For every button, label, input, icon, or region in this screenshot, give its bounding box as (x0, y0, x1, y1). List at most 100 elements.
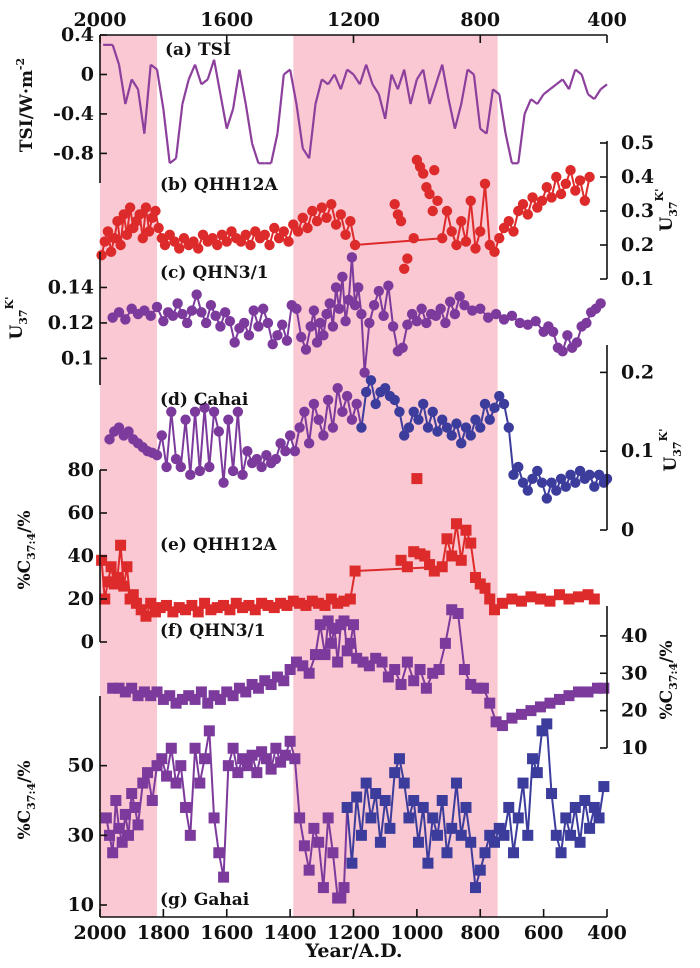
data-point (229, 337, 240, 348)
data-point (349, 565, 361, 577)
data-point (294, 597, 306, 609)
series-segment (151, 765, 159, 801)
data-point (553, 693, 565, 705)
data-point (129, 801, 141, 813)
data-point (303, 438, 315, 449)
data-point (444, 296, 456, 307)
data-point (208, 690, 220, 702)
data-point (109, 233, 120, 244)
data-point (489, 604, 501, 616)
y-tick-label-e-1: 20 (68, 588, 94, 610)
data-point (127, 589, 139, 601)
series-segment (593, 88, 602, 100)
data-point (522, 485, 533, 496)
data-point (281, 599, 293, 611)
data-point (414, 664, 426, 676)
data-point (237, 469, 248, 481)
data-point (232, 406, 244, 417)
data-point (205, 604, 217, 616)
data-point (99, 236, 110, 247)
data-point (132, 690, 144, 702)
data-point (240, 229, 251, 240)
data-point (208, 406, 220, 417)
data-point (181, 317, 193, 329)
series-segment (441, 64, 450, 100)
y-tick-label-a-0: 0.4 (61, 24, 94, 46)
data-point (551, 171, 562, 183)
data-point (494, 390, 505, 402)
y-axis-title-sup-d: K' (657, 428, 670, 441)
data-point (546, 477, 557, 488)
data-point (96, 554, 108, 566)
data-point (456, 216, 467, 227)
data-point (170, 697, 182, 709)
series-segment (322, 817, 330, 888)
data-point (142, 767, 154, 779)
data-point (418, 168, 429, 179)
data-point (284, 430, 296, 441)
data-point (317, 882, 329, 894)
data-point (493, 822, 505, 834)
data-point (356, 308, 367, 320)
data-point (551, 485, 562, 496)
series-segment (165, 411, 173, 468)
data-point (408, 546, 420, 558)
data-point (126, 788, 138, 800)
series-segment (560, 817, 567, 853)
data-point (104, 829, 116, 841)
data-point (314, 619, 326, 631)
series-segment (567, 69, 577, 90)
data-point (292, 226, 304, 237)
series-segment (444, 609, 453, 644)
data-point (574, 465, 586, 477)
series-segment (536, 730, 544, 773)
data-point (393, 753, 405, 765)
data-point (328, 622, 340, 634)
series-segment (523, 98, 532, 115)
y-axis-title-g: %C37:4/% (15, 760, 38, 839)
series-segment (270, 133, 279, 164)
data-point (326, 199, 337, 210)
series-segment (314, 79, 323, 105)
data-point (119, 686, 131, 698)
y-axis-title-sub-f: 37:4 (667, 662, 680, 689)
data-point (562, 330, 573, 341)
data-point (264, 239, 275, 251)
data-point (245, 239, 256, 251)
data-point (389, 199, 400, 210)
data-point (124, 202, 136, 213)
data-point (515, 595, 527, 607)
data-point (313, 836, 325, 848)
data-point (242, 446, 253, 457)
series-segment (232, 411, 239, 471)
series-segment (580, 74, 590, 95)
data-point (279, 749, 291, 761)
data-point (560, 812, 572, 824)
data-point (569, 801, 581, 813)
y-axis-title-sup-a: -2 (14, 58, 27, 70)
series-segment (360, 391, 368, 428)
series-segment (130, 78, 139, 90)
data-point (189, 742, 201, 754)
data-point (421, 317, 432, 329)
series-segment (549, 83, 557, 91)
series-segment (321, 78, 329, 86)
data-point (215, 321, 226, 332)
data-point (503, 422, 514, 433)
data-point (460, 236, 472, 247)
data-point (582, 589, 594, 601)
x-tick-label-top-0: 2000 (74, 9, 127, 31)
data-point (479, 398, 491, 410)
data-point (309, 649, 321, 661)
data-point (184, 829, 196, 841)
data-point (284, 735, 296, 747)
series-segment (339, 69, 349, 90)
data-point (522, 209, 533, 220)
data-point (360, 386, 372, 398)
series-segment (536, 93, 545, 105)
y-tick-label-g-1: 30 (68, 824, 94, 846)
data-point (398, 777, 410, 789)
data-point (413, 414, 424, 425)
data-point (416, 303, 427, 314)
data-point (337, 406, 348, 417)
